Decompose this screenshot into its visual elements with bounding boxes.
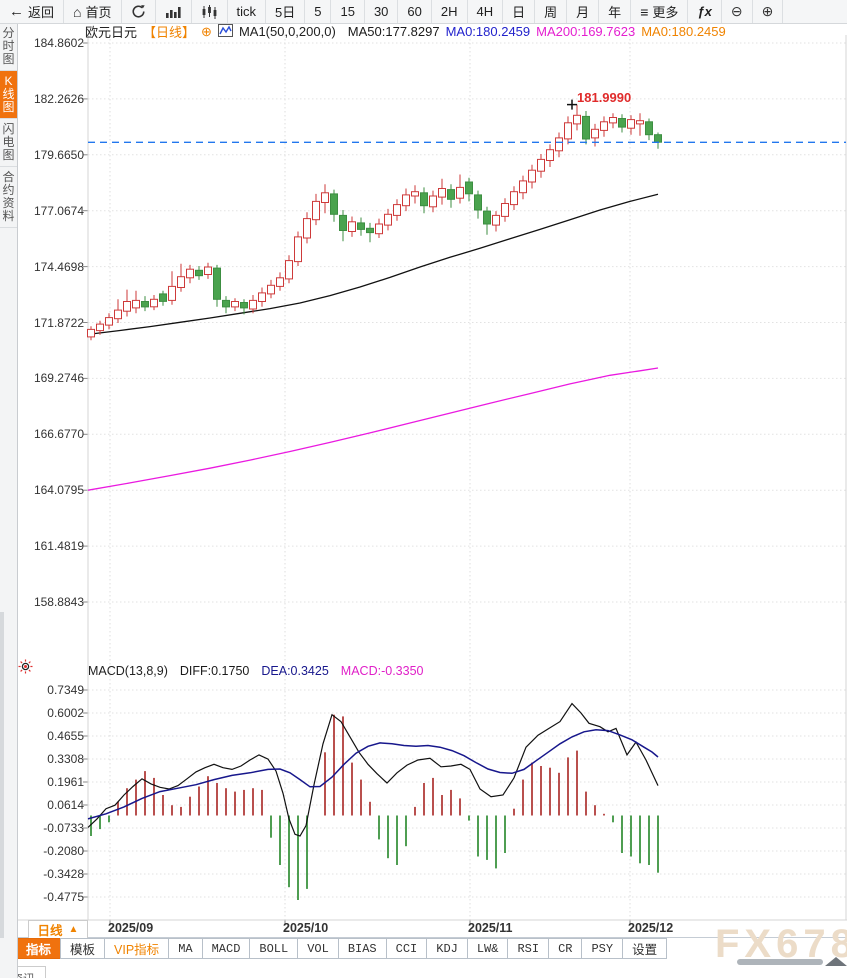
tab-VOL[interactable]: VOL bbox=[297, 938, 339, 959]
tab-MACD[interactable]: MACD bbox=[201, 938, 251, 959]
sidebar-scrollbar-thumb[interactable] bbox=[0, 612, 4, 938]
toolbar-label: tick bbox=[236, 4, 257, 19]
tab-设置[interactable]: 设置 bbox=[622, 938, 668, 959]
toolbar-label: 60 bbox=[407, 4, 422, 19]
ma-value: MA0:180.2459 bbox=[641, 24, 726, 39]
sidebar: 分时图 K线图 闪电图 合约资料 bbox=[0, 23, 18, 978]
toolbar-label: 日 bbox=[512, 5, 526, 20]
toolbar-5m-button[interactable]: 5 bbox=[305, 0, 332, 23]
symbol-name: 欧元日元 bbox=[85, 25, 138, 40]
toolbar-zoom-in-button[interactable]: ⊕ bbox=[753, 0, 784, 23]
toolbar-30m-button[interactable]: 30 bbox=[365, 0, 399, 23]
toolbar-fx-button[interactable]: ƒx bbox=[688, 0, 722, 23]
tab-MA[interactable]: MA bbox=[168, 938, 203, 959]
toolbar-label: 周 bbox=[544, 5, 558, 20]
fx-icon: ƒx bbox=[697, 4, 712, 19]
tab-RSI[interactable]: RSI bbox=[507, 938, 550, 959]
indicator-tabbar: 指标 模板 VIP指标 MA MACD BOLL VOL BIAS CCI KDJ LW& RSI CR… bbox=[16, 938, 668, 959]
tab-模板[interactable]: 模板 bbox=[60, 938, 106, 959]
sidebar-item-分时图[interactable]: 分时图 bbox=[0, 23, 17, 71]
scrollbar-thumb[interactable] bbox=[737, 959, 823, 965]
period-selector[interactable]: 日线 ▲ bbox=[28, 920, 88, 939]
toolbar-year-button[interactable]: 年 bbox=[599, 0, 632, 23]
indicator-settings-icon[interactable] bbox=[18, 659, 33, 679]
macd-params: MACD(13,8,9) bbox=[88, 664, 168, 678]
period-selector-label: 日线 bbox=[37, 924, 63, 938]
tab-LW&[interactable]: LW& bbox=[466, 938, 509, 959]
ma-value: MA200:169.7623 bbox=[536, 24, 636, 39]
toolbar-week-button[interactable]: 周 bbox=[535, 0, 568, 23]
toolbar-label: 5 bbox=[314, 4, 322, 19]
toolbar-label: 5日 bbox=[275, 5, 296, 20]
toolbar-label: 首页 bbox=[85, 5, 112, 20]
toolbar-home-button[interactable]: ⌂ 首页 bbox=[64, 0, 122, 23]
toolbar-back-button[interactable]: ← 返回 bbox=[0, 0, 65, 23]
toolbar-more-button[interactable]: ≡ 更多 bbox=[631, 0, 689, 23]
toolbar-month-button[interactable]: 月 bbox=[567, 0, 600, 23]
price-chart bbox=[87, 99, 846, 491]
ma-params: MA1(50,0,200,0) bbox=[238, 24, 336, 39]
tab-指标[interactable]: 指标 bbox=[16, 938, 62, 959]
toolbar-label: 月 bbox=[576, 5, 590, 20]
macd-chart bbox=[87, 702, 659, 900]
menu-icon: ≡ bbox=[640, 3, 649, 20]
tab-PSY[interactable]: PSY bbox=[581, 938, 624, 959]
dea-value: DEA:0.3425 bbox=[261, 664, 329, 678]
scroll-arrow-icon[interactable] bbox=[825, 957, 847, 966]
toolbar-label: 返回 bbox=[28, 5, 55, 20]
sidebar-item-闪电图[interactable]: 闪电图 bbox=[0, 119, 17, 167]
tab-VIP指标[interactable]: VIP指标 bbox=[104, 938, 170, 959]
period-tag: 【日线】 bbox=[143, 25, 196, 40]
home-icon: ⌂ bbox=[73, 3, 82, 20]
toolbar-label: 年 bbox=[608, 5, 622, 20]
toolbar-60m-button[interactable]: 60 bbox=[398, 0, 432, 23]
tab-CCI[interactable]: CCI bbox=[385, 938, 428, 959]
line-chart-icon bbox=[217, 23, 233, 40]
ma-value: MA0:180.2459 bbox=[445, 24, 531, 39]
horizontal-scrollbar[interactable] bbox=[737, 957, 847, 967]
macd-header: MACD(13,8,9) DIFF:0.1750 DEA:0.3425 MACD… bbox=[88, 663, 423, 679]
toolbar-tick-button[interactable]: tick bbox=[228, 0, 266, 23]
areachart-icon bbox=[165, 5, 182, 19]
toolbar-area-chart-button[interactable] bbox=[156, 0, 192, 23]
toolbar-4h-button[interactable]: 4H bbox=[468, 0, 504, 23]
candles-icon bbox=[201, 4, 218, 19]
sidebar-item-K线图[interactable]: K线图 bbox=[0, 71, 17, 119]
toolbar-day-button[interactable]: 日 bbox=[503, 0, 536, 23]
tab-BIAS[interactable]: BIAS bbox=[337, 938, 387, 959]
zoomout-icon: ⊖ bbox=[730, 3, 743, 19]
back-icon: ← bbox=[9, 3, 24, 20]
ma-value: MA50:177.8297 bbox=[347, 24, 440, 39]
diff-value: DIFF:0.1750 bbox=[179, 664, 250, 678]
toolbar-label: 30 bbox=[373, 4, 389, 19]
toolbar-15m-button[interactable]: 15 bbox=[331, 0, 365, 23]
toolbar-label: 2H bbox=[440, 4, 458, 19]
toolbar-zoom-out-button[interactable]: ⊖ bbox=[722, 0, 753, 23]
chart-header: 欧元日元 【日线】 ⊕ MA1(50,0,200,0) MA50:177.829… bbox=[85, 23, 726, 40]
toolbar-candlestick-button[interactable] bbox=[192, 0, 228, 23]
tab-BOLL[interactable]: BOLL bbox=[249, 938, 299, 959]
ma-values: MA50:177.8297 MA0:180.2459 MA200:169.7623 M… bbox=[342, 24, 726, 39]
tab-CR[interactable]: CR bbox=[548, 938, 583, 959]
toolbar-label: 更多 bbox=[652, 5, 679, 20]
refresh-icon bbox=[131, 4, 146, 19]
toolbar-2h-button[interactable]: 2H bbox=[432, 0, 468, 23]
zoomin-icon: ⊕ bbox=[761, 3, 774, 19]
toolbar-label: 15 bbox=[340, 4, 355, 19]
triangle-up-icon: ▲ bbox=[68, 924, 79, 935]
tab-KDJ[interactable]: KDJ bbox=[426, 938, 468, 959]
sidebar-item-合约资料[interactable]: 合约资料 bbox=[0, 167, 17, 228]
toolbar-label: 4H bbox=[476, 4, 494, 19]
toolbar-refresh-button[interactable] bbox=[122, 0, 156, 23]
add-indicator-icon[interactable]: ⊕ bbox=[201, 23, 212, 39]
macd-value: MACD:-0.3350 bbox=[340, 664, 424, 678]
toolbar-5d-button[interactable]: 5日 bbox=[266, 0, 306, 23]
toolbar: ← 返回 ⌂ 首页 tick 5日 5 15 30 60 2H 4H 日 周 月 年 ≡ 更多 ƒx ⊖ ⊕ bbox=[0, 0, 847, 24]
